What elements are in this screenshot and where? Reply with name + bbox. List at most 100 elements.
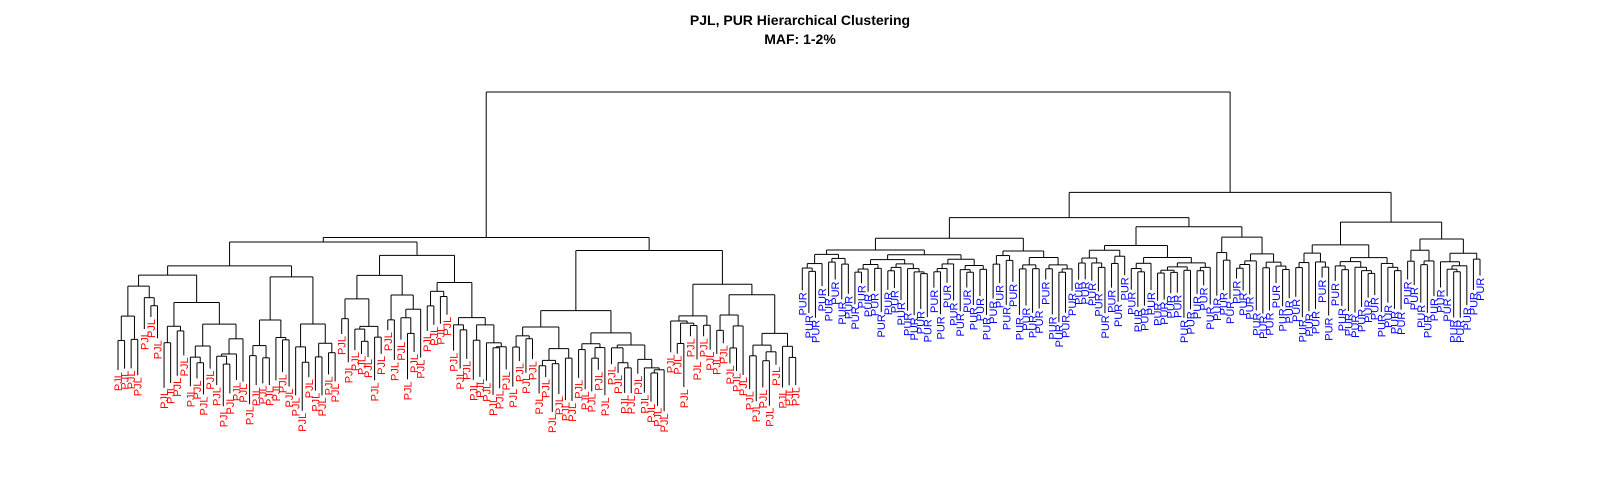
leaf-label: PUR	[1014, 317, 1026, 340]
leaf-label: PJL	[159, 390, 171, 409]
leaf-label: PJL	[514, 363, 526, 382]
leaf-label: PJL	[587, 393, 599, 412]
leaf-label: PUR	[1041, 282, 1053, 305]
leaf-label: PJL	[199, 396, 211, 415]
leaf-label: PUR	[1060, 315, 1072, 338]
leaf-label: PUR	[1139, 308, 1151, 331]
leaf-label: PUR	[804, 315, 816, 338]
leaf-label: PUR	[1455, 320, 1467, 343]
leaf-label: PUR	[1021, 307, 1033, 330]
leaf-label: PUR	[1363, 300, 1375, 323]
leaf-label: PUR	[1100, 315, 1112, 338]
leaf-label: PUR	[1304, 313, 1316, 336]
leaf-label: PJL	[731, 373, 743, 392]
leaf-label: PUR	[1238, 293, 1250, 316]
leaf-label: PUR	[1225, 301, 1237, 324]
leaf-label: PJL	[620, 395, 632, 414]
leaf-label: PJL	[271, 382, 283, 401]
leaf-label: PJL	[712, 356, 724, 375]
leaf-label: PJL	[725, 365, 737, 384]
leaf-label: PUR	[1074, 282, 1086, 305]
leaf-label: PUR	[1403, 281, 1415, 304]
leaf-label: PJL	[120, 371, 132, 390]
leaf-label: PUR	[1251, 312, 1263, 335]
leaf-label: PJL	[791, 387, 803, 406]
leaf-label: PUR	[1383, 305, 1395, 328]
leaf-label: PJL	[429, 327, 441, 346]
leaf-label: PJL	[501, 371, 513, 390]
leaf-label: PJL	[600, 397, 612, 416]
leaf-label: PUR	[975, 298, 987, 321]
leaf-label: PJL	[245, 406, 257, 425]
leaf-label: PUR	[850, 306, 862, 329]
leaf-label: PUR	[1080, 281, 1092, 304]
leaf-label: PJL	[166, 385, 178, 404]
leaf-label: PJL	[718, 345, 730, 364]
dendrogram-leaves: PJLPJLPJLPJLPJLPJLPJLPJLPJLPJLPJLPJLPJLP…	[113, 277, 1487, 433]
leaf-label: PUR	[1350, 315, 1362, 338]
leaf-label: PJL	[626, 395, 638, 414]
leaf-label: PUR	[1192, 296, 1204, 319]
leaf-label: PUR	[1034, 310, 1046, 333]
leaf-label: PUR	[935, 316, 947, 339]
leaf-label: PUR	[1159, 302, 1171, 325]
leaf-label: PUR	[1330, 283, 1342, 306]
leaf-label: PJL	[547, 414, 559, 433]
leaf-label: PJL	[771, 367, 783, 386]
chart-subtitle: MAF: 1-2%	[764, 31, 836, 47]
leaf-label: PJL	[192, 380, 204, 399]
leaf-label: PJL	[277, 374, 289, 393]
leaf-label: PJL	[534, 395, 546, 414]
leaf-label: PUR	[1008, 284, 1020, 307]
leaf-label: PJL	[699, 338, 711, 357]
leaf-label: PUR	[1357, 309, 1369, 332]
leaf-label: PJL	[356, 356, 368, 375]
leaf-label: PJL	[113, 372, 125, 391]
leaf-label: PJL	[488, 397, 500, 416]
leaf-label: PUR	[1133, 309, 1145, 332]
leaf-label: PUR	[1232, 281, 1244, 304]
leaf-label: PUR	[916, 311, 928, 334]
leaf-label: PJL	[495, 390, 507, 409]
leaf-label: PJL	[396, 342, 408, 361]
leaf-label: PJL	[370, 382, 382, 401]
leaf-label: PJL	[218, 408, 230, 427]
leaf-label: PUR	[1054, 324, 1066, 347]
leaf-label: PJL	[521, 375, 533, 394]
leaf-label: PJL	[468, 382, 480, 401]
leaf-label: PJL	[593, 372, 605, 391]
leaf-label: PJL	[284, 389, 296, 408]
leaf-label: PJL	[324, 376, 336, 395]
leaf-label: PUR	[1468, 292, 1480, 315]
leaf-label: PJL	[692, 361, 704, 380]
leaf-label: PUR	[1396, 312, 1408, 335]
leaf-label: PUR	[1179, 320, 1191, 343]
chart-title: PJL, PUR Hierarchical Clustering	[690, 12, 910, 28]
leaf-label: PUR	[1264, 312, 1276, 335]
leaf-label: PJL	[139, 331, 151, 350]
leaf-label: PUR	[1245, 296, 1257, 319]
leaf-label: PUR	[949, 302, 961, 325]
leaf-label: PJL	[212, 387, 224, 406]
leaf-label: PJL	[389, 362, 401, 381]
leaf-label: PUR	[810, 320, 822, 343]
leaf-label: PUR	[1311, 311, 1323, 334]
leaf-label: PJL	[672, 356, 684, 375]
leaf-label: PUR	[1166, 295, 1178, 318]
leaf-label: PUR	[1185, 311, 1197, 334]
leaf-label: PJL	[574, 380, 586, 399]
leaf-label: PUR	[982, 317, 994, 340]
leaf-label: PUR	[1343, 313, 1355, 336]
leaf-label: PUR	[1376, 314, 1388, 337]
leaf-label: PJL	[541, 379, 553, 398]
leaf-label: PUR	[1271, 285, 1283, 308]
leaf-label: PUR	[1126, 292, 1138, 315]
leaf-label: PUR	[870, 293, 882, 316]
leaf-label: PJL	[152, 340, 164, 359]
leaf-label: PUR	[883, 292, 895, 315]
leaf-label: PUR	[824, 298, 836, 321]
leaf-label: PUR	[1113, 304, 1125, 327]
leaf-label: PJL	[784, 387, 796, 406]
leaf-label: PJL	[185, 388, 197, 407]
